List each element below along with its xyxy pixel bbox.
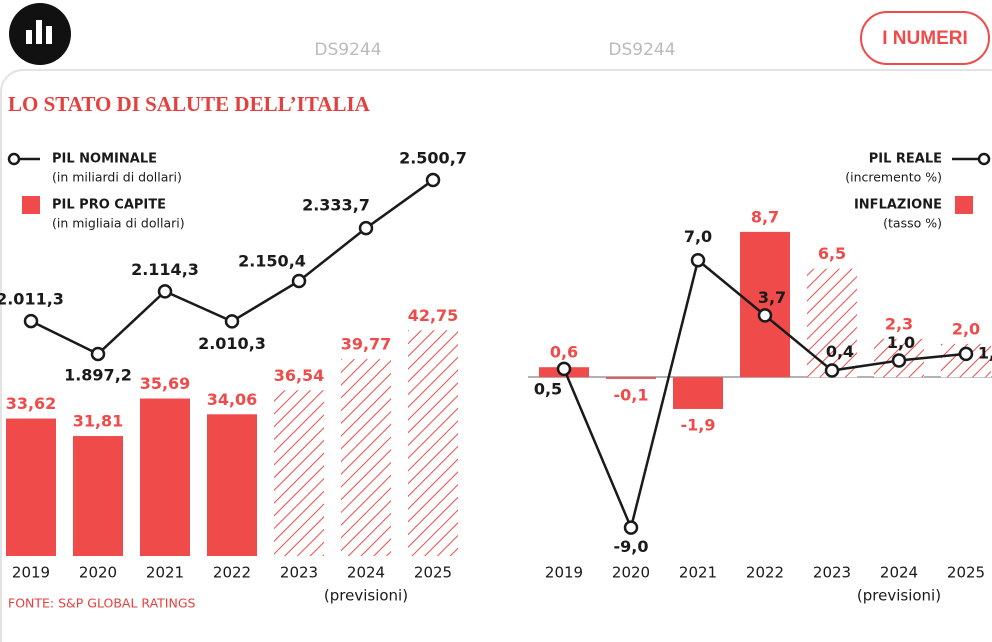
line-label: 1,0: [887, 333, 915, 352]
bar-label: 35,69: [140, 374, 191, 393]
bar: [274, 390, 324, 556]
x-tick-label: 2022: [213, 564, 251, 582]
source: FONTE: S&P GLOBAL RATINGS: [8, 596, 196, 611]
bar: [606, 377, 656, 379]
bar: [6, 418, 56, 556]
x-tick-label: 2025: [947, 564, 985, 582]
line-marker: [556, 361, 572, 377]
bar-label: 42,75: [408, 306, 459, 325]
legend-marker: [977, 152, 991, 166]
forecast-note: (previsioni): [857, 587, 941, 605]
bar-label: 0,6: [550, 343, 578, 362]
line-label: 1.897,2: [64, 365, 132, 384]
legend-label: INFLAZIONE: [854, 198, 942, 213]
x-tick-label: 2023: [813, 564, 851, 582]
bar: [207, 414, 257, 556]
legend-label: PIL NOMINALE: [52, 152, 157, 167]
x-tick-label: 2022: [746, 564, 784, 582]
bar: [673, 377, 723, 409]
legend-marker: [7, 152, 21, 166]
bar-label: -1,9: [681, 415, 716, 434]
line-marker: [690, 253, 706, 268]
line-marker: [23, 313, 39, 329]
bar: [740, 231, 790, 378]
bar-label: 2,0: [952, 319, 980, 338]
line-label: 1,4: [978, 343, 992, 362]
bar-label: 8,7: [751, 207, 779, 226]
bar-label: 36,54: [274, 366, 325, 385]
line-label: 2.010,3: [198, 334, 266, 353]
line-label: 2.500,7: [399, 149, 467, 168]
bar-label: 33,62: [6, 394, 57, 413]
x-tick-label: 2024: [347, 564, 385, 582]
card-frame: [0, 69, 992, 642]
legend-swatch: [22, 196, 40, 214]
legend-label: PIL PRO CAPITE: [52, 198, 166, 213]
bar: [73, 436, 123, 556]
logo: [9, 3, 71, 65]
line-marker: [157, 284, 173, 299]
bar: [807, 268, 857, 378]
x-tick-label: 2019: [545, 564, 583, 582]
bar: [341, 359, 391, 556]
line-marker: [224, 314, 240, 329]
legend-unit: (in miliardi di dollari): [52, 170, 182, 185]
line-marker: [623, 520, 639, 535]
line-marker: [90, 346, 106, 362]
line-label: 2.150,4: [238, 251, 306, 270]
x-tick-label: 2021: [146, 564, 184, 582]
watermark: DS9244: [608, 40, 675, 60]
x-tick-label: 2023: [280, 564, 318, 582]
x-tick-label: 2020: [612, 564, 650, 582]
watermark: DS9244: [314, 40, 381, 60]
line-marker: [757, 308, 773, 323]
line-label: 3,7: [758, 288, 786, 307]
bar: [408, 330, 458, 556]
forecast-note: (previsioni): [324, 587, 408, 605]
bar: [140, 398, 190, 556]
bar-label: 2,3: [885, 314, 913, 333]
line-label: 2.114,3: [131, 260, 199, 279]
badge-frame: [860, 11, 990, 65]
bar-label: 39,77: [341, 335, 392, 354]
line-label: 0,5: [534, 379, 562, 398]
line-label: 2.011,3: [0, 290, 64, 309]
line-marker: [425, 172, 441, 188]
x-tick-label: 2021: [679, 564, 717, 582]
line-marker: [358, 220, 374, 236]
line-marker: [891, 353, 907, 368]
line-label: -9,0: [614, 537, 649, 556]
legend-unit: (tasso %): [883, 216, 942, 231]
x-tick-label: 2019: [12, 564, 50, 582]
legend-unit: (in migliaia di dollari): [52, 216, 185, 231]
x-tick-label: 2020: [79, 564, 117, 582]
badge: I NUMERI: [882, 28, 968, 49]
line-label: 0,4: [826, 342, 854, 361]
bar-label: 34,06: [207, 390, 258, 409]
x-tick-label: 2024: [880, 564, 918, 582]
line-label: 2.333,7: [302, 196, 370, 215]
bar-label: 31,81: [73, 412, 124, 431]
line-marker: [958, 346, 974, 362]
bar-label: 6,5: [818, 244, 846, 263]
line-label: 7,0: [684, 227, 712, 246]
line-marker: [824, 363, 840, 378]
line-marker: [291, 273, 307, 289]
legend-swatch: [955, 196, 973, 214]
bar-label: -0,1: [614, 385, 649, 404]
legend-unit: (incremento %): [845, 170, 942, 185]
legend-label: PIL REALE: [869, 152, 942, 167]
x-tick-label: 2025: [414, 564, 452, 582]
title: LO STATO DI SALUTE DELL’ITALIA: [8, 92, 371, 116]
